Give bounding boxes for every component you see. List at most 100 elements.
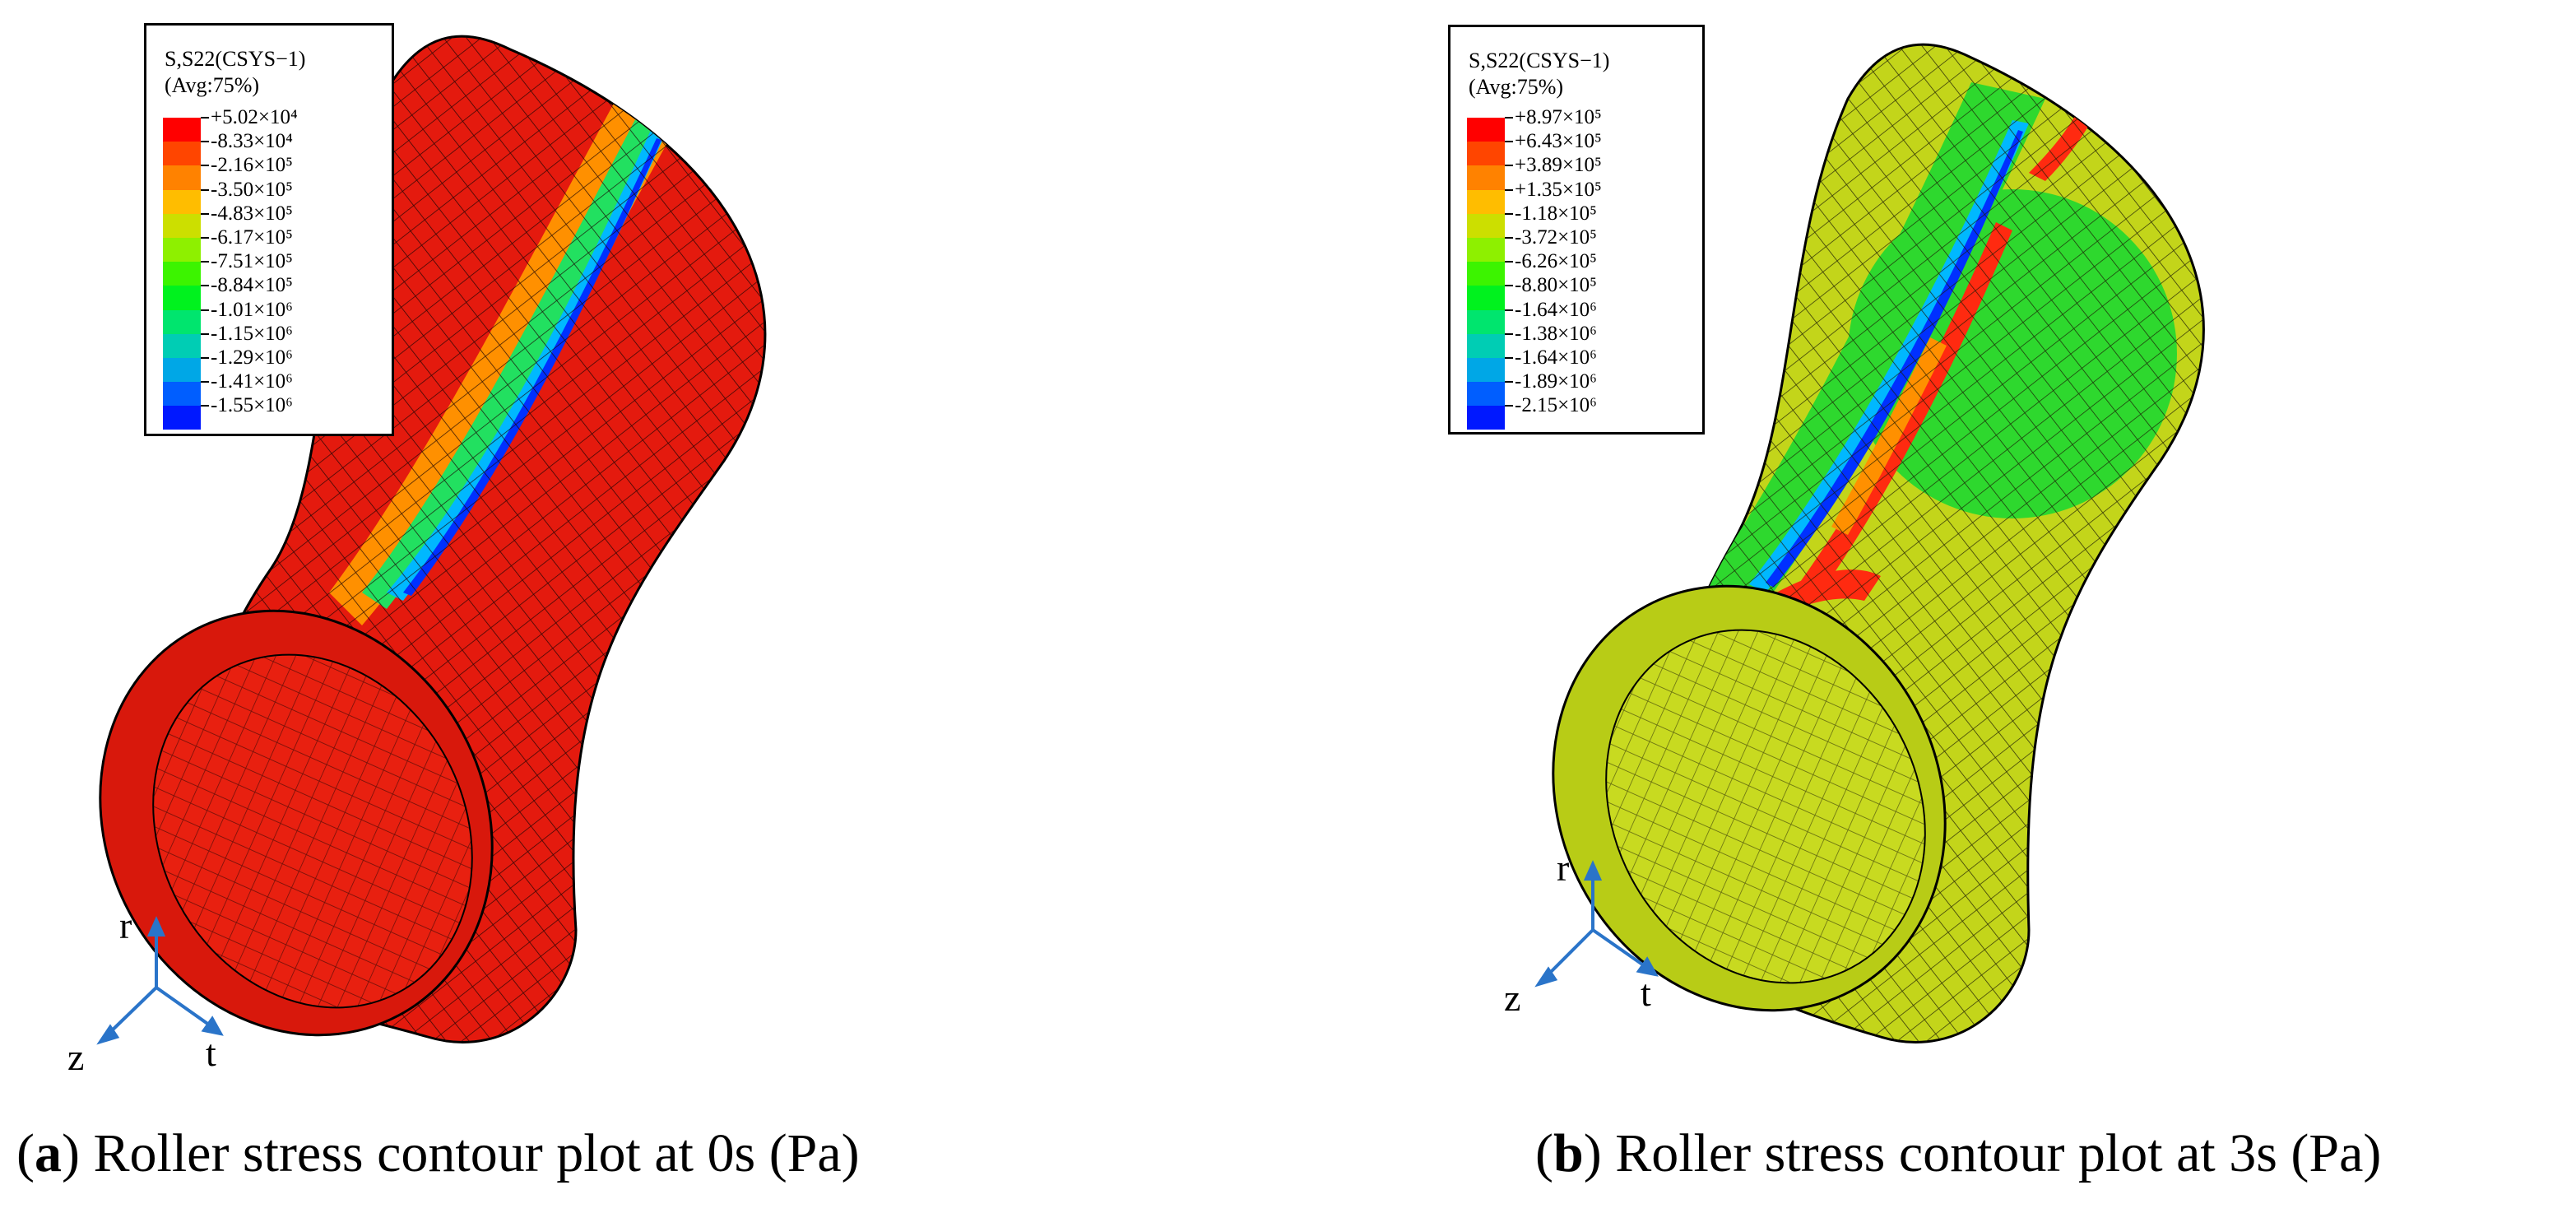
panel-a: r z t S,S22(CSYS−1) (Avg:75%) +5.02×10⁴ -… (16, 23, 860, 1183)
legend-title: S,S22(CSYS−1) (165, 47, 306, 71)
legend-tick (201, 285, 209, 287)
legend-label: -1.18×10⁵ (1515, 202, 1597, 225)
legend-label: -2.16×10⁵ (211, 154, 293, 177)
legend-swatch (1467, 382, 1505, 407)
legend-swatch (1467, 237, 1505, 263)
legend-label: -8.33×10⁴ (211, 130, 293, 153)
legend-label: +6.43×10⁵ (1515, 130, 1602, 153)
legend-swatch (1467, 286, 1505, 310)
legend-label: -3.50×10⁵ (211, 178, 293, 201)
legend-tick (201, 236, 209, 239)
legend-tick (1505, 381, 1513, 383)
legend-tick (1505, 405, 1513, 407)
legend-swatch (1467, 357, 1505, 383)
legend-tick (1505, 261, 1513, 263)
legend-swatch (163, 237, 201, 263)
legend-label: +5.02×10⁴ (211, 106, 298, 128)
legend-swatch (163, 142, 201, 166)
legend-label: +3.89×10⁵ (1515, 154, 1602, 177)
legend-swatch (163, 333, 201, 358)
legend-tick (201, 188, 209, 191)
legend-tick (1505, 236, 1513, 239)
legend-swatch (163, 118, 201, 142)
legend-label: -1.29×10⁶ (211, 346, 293, 369)
legend-swatch (163, 286, 201, 310)
panel-b: r z t S,S22(CSYS−1) (Avg:75%) +8.97×10⁵ +… (1288, 0, 2576, 1227)
legend-swatch (163, 357, 201, 383)
coordinate-triad (96, 916, 224, 1045)
caption-text: Roller stress contour plot at 3s (Pa) (1615, 1123, 2382, 1183)
legend-swatch (1467, 189, 1505, 214)
legend-tick (201, 261, 209, 263)
legend-swatch (163, 406, 201, 430)
legend-swatch (163, 262, 201, 286)
caption-b: (b) Roller stress contour plot at 3s (Pa… (1535, 1123, 2382, 1183)
legend-tick (201, 332, 209, 335)
legend-swatch (163, 213, 201, 238)
legend-tick (1505, 285, 1513, 287)
legend-a: S,S22(CSYS−1) (Avg:75%) +5.02×10⁴ -8.33×1… (144, 23, 394, 436)
legend-tick (201, 141, 209, 143)
legend-label: -3.72×10⁵ (1515, 225, 1597, 249)
legend-title: S,S22(CSYS−1) (1469, 49, 1610, 72)
legend-label: -1.01×10⁶ (211, 298, 293, 321)
legend-label: -1.15×10⁶ (211, 322, 293, 345)
axis-label-t: t (206, 1032, 216, 1074)
legend-label: -1.89×10⁶ (1515, 370, 1597, 393)
legend-tick (1505, 141, 1513, 143)
legend-tick (1505, 356, 1513, 359)
legend-label: -7.51×10⁵ (211, 250, 293, 273)
legend-swatch (1467, 333, 1505, 358)
legend-tick (1505, 165, 1513, 167)
axis-label-t: t (1641, 972, 1651, 1014)
legend-label: -1.41×10⁶ (211, 370, 293, 393)
legend-label: +8.97×10⁵ (1515, 106, 1602, 128)
legend-tick (1505, 117, 1513, 119)
caption-letter: a (34, 1123, 62, 1183)
legend-label: -1.64×10⁶ (1515, 298, 1597, 321)
caption-text: Roller stress contour plot at 0s (Pa) (93, 1123, 860, 1183)
legend-label: +1.35×10⁵ (1515, 178, 1602, 201)
legend-swatch (1467, 213, 1505, 238)
legend-tick (1505, 332, 1513, 335)
roller-model-b: r z t (1504, 43, 2205, 1043)
legend-swatch (1467, 118, 1505, 142)
legend-swatch (163, 382, 201, 407)
legend-tick (201, 405, 209, 407)
legend-tick (201, 165, 209, 167)
legend-tick (201, 381, 209, 383)
legend-tick (201, 356, 209, 359)
legend-label: -8.84×10⁵ (211, 274, 293, 297)
axis-label-r: r (1557, 847, 1569, 889)
coordinate-triad (1534, 860, 1659, 988)
axis-label-z: z (1504, 977, 1520, 1019)
legend-tick (1505, 309, 1513, 311)
legend-swatch (163, 165, 201, 190)
legend-swatch (1467, 165, 1505, 190)
legend-b: S,S22(CSYS−1) (Avg:75%) +8.97×10⁵ +6.43×1… (1448, 25, 1705, 435)
legend-label: -6.17×10⁵ (211, 225, 293, 249)
legend-subtitle: (Avg:75%) (1469, 75, 1564, 99)
legend-subtitle: (Avg:75%) (165, 73, 260, 97)
legend-swatch (163, 309, 201, 334)
legend-swatch (163, 189, 201, 214)
axis-label-z: z (67, 1036, 84, 1078)
legend-tick (1505, 212, 1513, 215)
legend-tick (201, 212, 209, 215)
caption-a: (a) Roller stress contour plot at 0s (Pa… (16, 1123, 860, 1183)
legend-tick (1505, 188, 1513, 191)
legend-swatch (1467, 406, 1505, 430)
legend-label: -1.64×10⁶ (1515, 346, 1597, 369)
legend-swatch (1467, 262, 1505, 286)
roller-model-a: r z t (67, 35, 767, 1078)
legend-tick (201, 117, 209, 119)
legend-label: -4.83×10⁵ (211, 202, 293, 225)
legend-swatch (1467, 142, 1505, 166)
caption-letter: b (1553, 1123, 1584, 1183)
legend-label: -1.55×10⁶ (211, 394, 293, 417)
legend-label: -8.80×10⁵ (1515, 274, 1597, 297)
legend-swatch (1467, 309, 1505, 334)
legend-tick (201, 309, 209, 311)
axis-label-r: r (119, 904, 132, 946)
legend-label: -2.15×10⁶ (1515, 394, 1597, 417)
